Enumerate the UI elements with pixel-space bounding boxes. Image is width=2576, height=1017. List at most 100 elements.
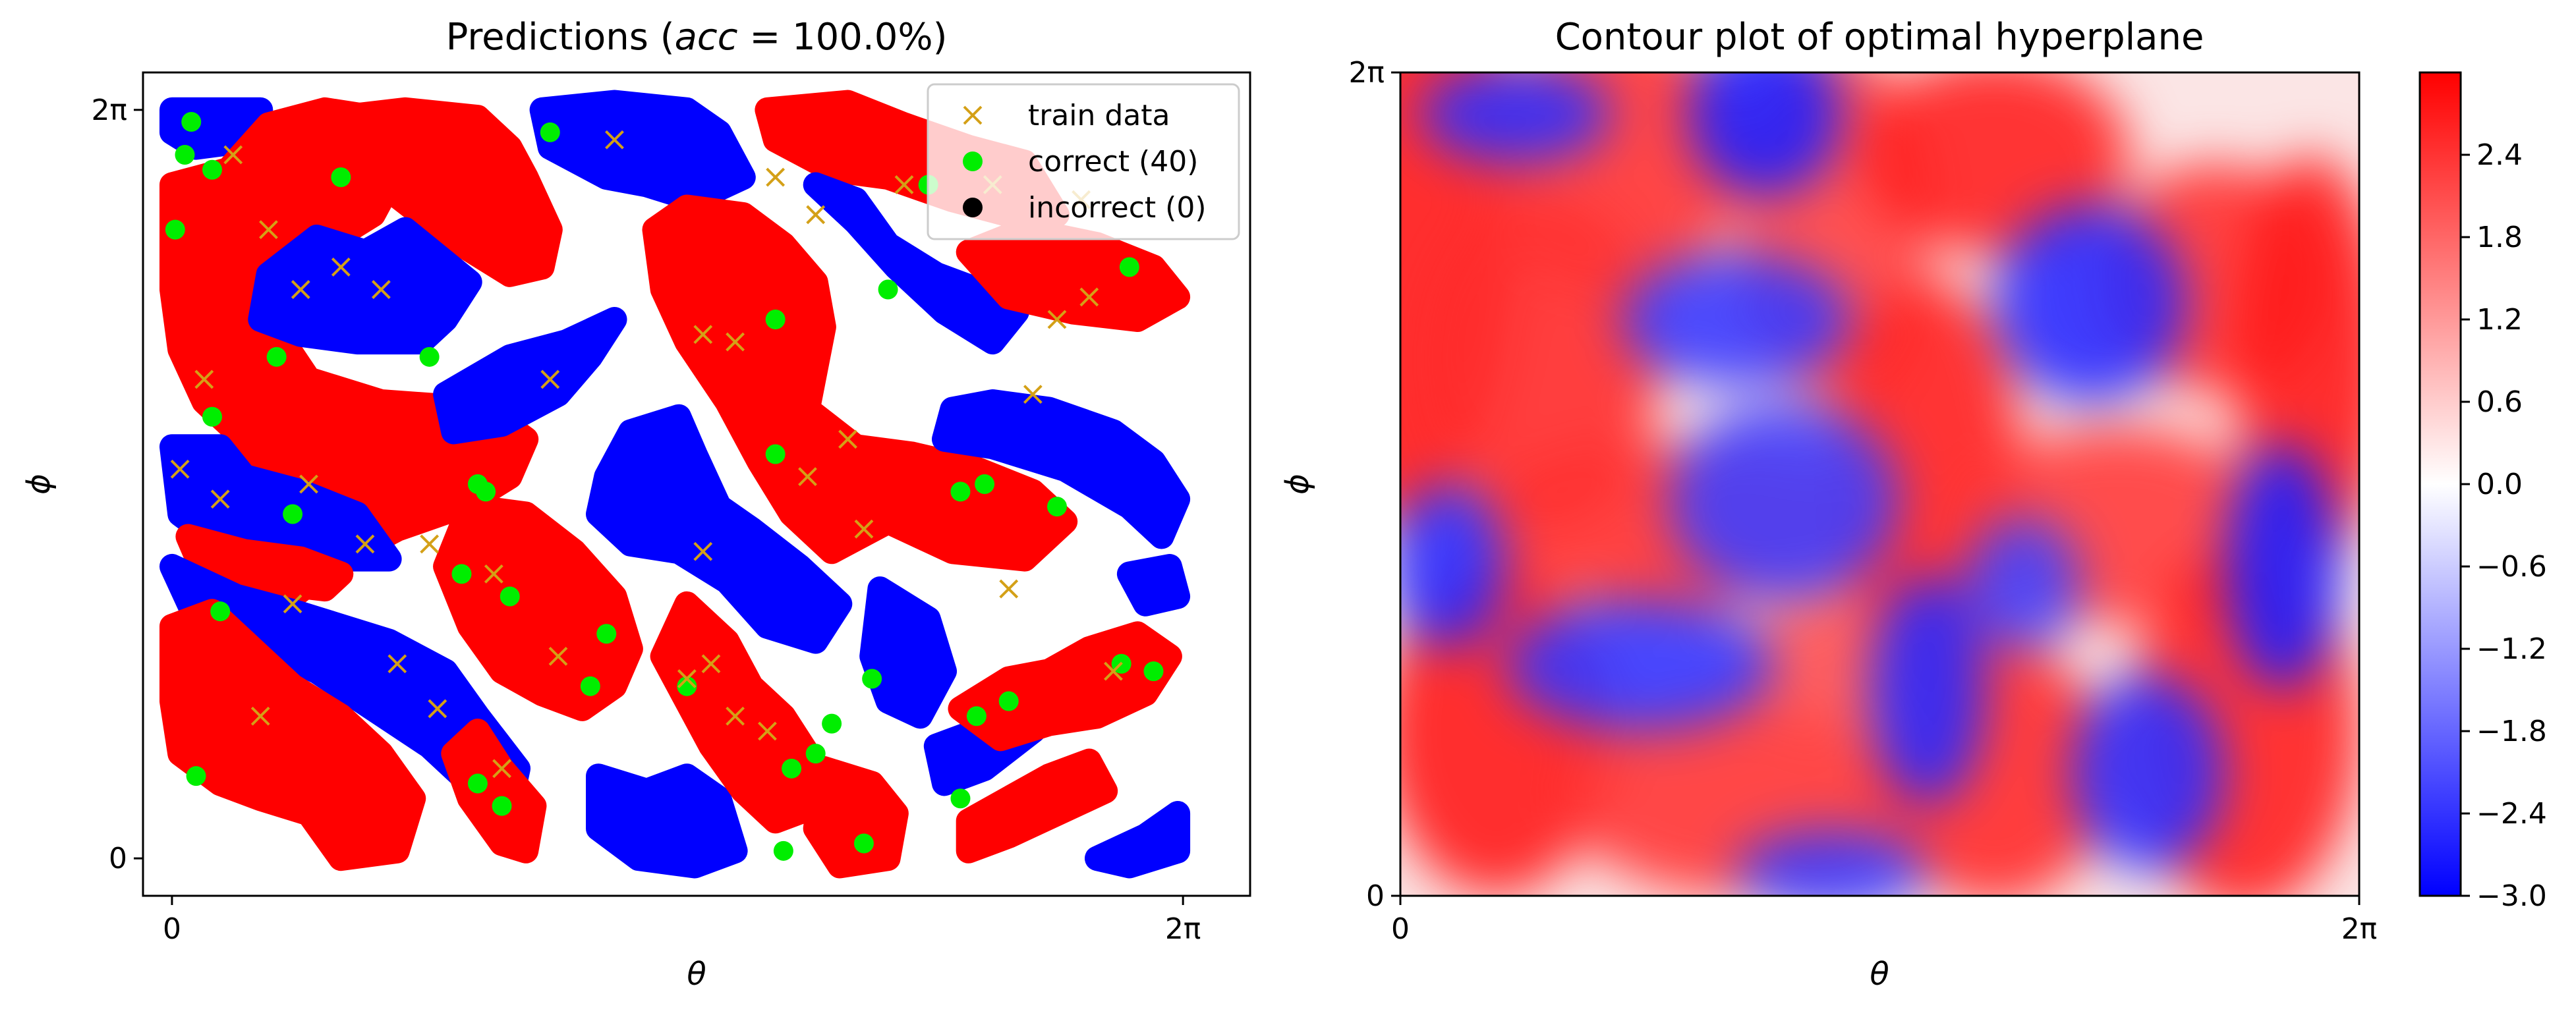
contour-ylabel: ϕ: [1279, 474, 1316, 495]
train-point: [540, 370, 560, 389]
y-tick-label: 0: [109, 842, 127, 875]
train-point: [701, 654, 721, 674]
train-point: [854, 519, 874, 539]
train-point: [492, 759, 511, 779]
correct-point: [773, 840, 793, 861]
correct-point: [540, 122, 560, 142]
correct-point: [266, 346, 287, 367]
correct-point: [677, 676, 697, 696]
contour-panel: Contour plot of optimal hyperplane 0 2π 0 2…: [1279, 16, 2547, 993]
colorbar-tick-label: 0.0: [2476, 468, 2523, 501]
legend-entry: train data: [963, 99, 1170, 132]
region-negative: [859, 576, 957, 729]
train-point: [170, 459, 190, 479]
x-tick-label: 0: [1391, 912, 1410, 946]
contour-ticks: 0 2π 0 2π: [1349, 56, 2378, 946]
correct-point: [467, 773, 488, 794]
train-point: [420, 534, 440, 554]
contour-plot-area: [1400, 72, 2359, 896]
region-positive: [328, 97, 563, 287]
train-point: [693, 325, 713, 344]
region-negative: [586, 763, 748, 879]
contour-blob: [1400, 484, 1506, 649]
correct-point: [1119, 257, 1139, 277]
colorbar-tick-label: −0.6: [2476, 550, 2547, 584]
colorbar-tick-label: −3.0: [2476, 879, 2547, 913]
colorbar-tick-label: 1.2: [2476, 303, 2523, 337]
correct-point: [596, 624, 617, 644]
colorbar-tick-label: 2.4: [2476, 138, 2523, 172]
correct-point: [975, 474, 995, 494]
correct-point: [451, 564, 472, 584]
correct-point: [500, 586, 520, 607]
y-tick-label: 2π: [92, 94, 127, 127]
correct-point: [476, 481, 496, 502]
train-point: [223, 145, 243, 165]
train-point: [838, 429, 857, 449]
legend-label: correct (40): [1028, 145, 1198, 179]
contour-blob: [1506, 599, 1775, 731]
correct-point: [805, 744, 826, 764]
correct-point: [998, 691, 1019, 711]
region-negative: [1085, 801, 1191, 879]
colorbar: −3.0 −2.4 −1.8 −1.2 −0.6 0.0 0.6 1.2 1.8 2.4: [2419, 71, 2547, 913]
train-point: [726, 706, 745, 726]
colorbar-tick-label: 0.6: [2476, 385, 2523, 419]
contour-blob: [1688, 72, 1842, 196]
region-negative: [803, 172, 1029, 355]
contour-blob: [1860, 72, 2129, 254]
predictions-plot-area: [159, 90, 1191, 879]
correct-point: [580, 676, 600, 696]
legend: train data correct (40) incorrect (0): [927, 83, 1240, 240]
region-negative: [248, 217, 482, 355]
contour-title: Contour plot of optimal hyperplane: [1555, 16, 2204, 59]
correct-point: [950, 788, 971, 809]
train-point: [355, 534, 375, 554]
correct-point: [765, 444, 786, 464]
region-positive: [803, 756, 909, 879]
contour-blob: [1736, 830, 1928, 896]
region-negative: [1116, 554, 1191, 617]
correct-point: [492, 796, 512, 816]
correct-point: [782, 758, 802, 779]
contour-blob: [1419, 72, 1612, 163]
train-point: [299, 474, 318, 494]
correct-point: [878, 279, 898, 300]
x-tick-label: 2π: [2341, 912, 2377, 946]
contour-blob: [2071, 673, 2225, 871]
train-point: [371, 280, 391, 299]
correct-point: [419, 346, 440, 367]
train-point: [259, 220, 278, 240]
train-point: [1023, 385, 1043, 404]
correct-points: [165, 112, 1164, 861]
x-tick-label: 2π: [1165, 912, 1201, 946]
colorbar-ticks: −3.0 −2.4 −1.8 −1.2 −0.6 0.0 0.6 1.2 1.8 2.4: [2461, 138, 2547, 913]
train-point: [250, 706, 270, 726]
predictions-ticks: 0 2π 0 2π: [92, 94, 1201, 946]
correct-point: [175, 145, 195, 165]
correct-point: [186, 766, 206, 786]
colorbar-tick-label: 1.8: [2476, 221, 2523, 254]
region-negative: [529, 90, 756, 213]
region-positive: [159, 599, 426, 871]
train-point: [1104, 661, 1123, 681]
colorbar-tick-label: −2.4: [2476, 797, 2547, 831]
train-point: [798, 467, 817, 487]
class-regions: [159, 90, 1191, 879]
legend-marker: [963, 105, 983, 125]
legend-box: [927, 83, 1240, 240]
train-points: [170, 130, 1123, 779]
train-point: [677, 669, 697, 688]
region-positive: [433, 494, 643, 721]
train-point: [766, 167, 786, 187]
region-negative: [932, 389, 1191, 549]
correct-point: [165, 219, 185, 240]
legend-marker: [963, 198, 983, 217]
colorbar-gradient: [2419, 71, 2462, 897]
correct-point: [862, 669, 882, 689]
train-point: [210, 489, 230, 509]
train-point: [331, 258, 351, 277]
predictions-ylabel: ϕ: [20, 474, 57, 495]
train-point: [758, 721, 777, 741]
